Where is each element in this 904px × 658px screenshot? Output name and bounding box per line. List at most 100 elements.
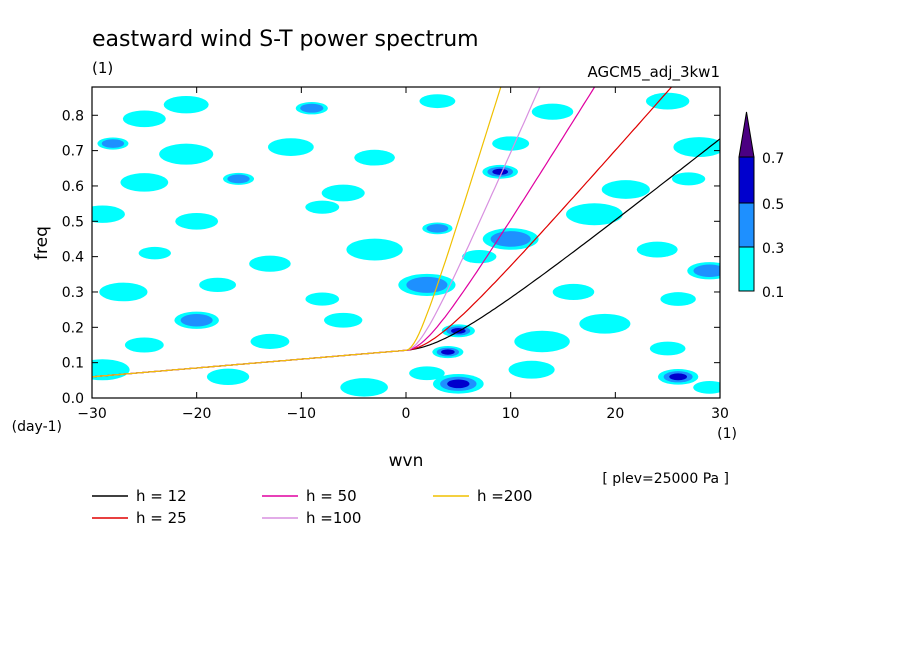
y-tick-label: 0.8 [62, 108, 84, 124]
x-tick-label: −10 [287, 406, 317, 422]
legend-label: h =100 [306, 509, 361, 527]
contour-blob [175, 212, 219, 230]
contour-blob [122, 110, 166, 128]
contour-blob [687, 262, 720, 280]
contour-level-0 [267, 138, 314, 156]
contour-blob [671, 172, 706, 186]
contour-level-0 [649, 341, 686, 356]
contour-blob [579, 313, 631, 334]
contour-level-1 [227, 174, 250, 184]
contour-level-0 [552, 283, 595, 301]
legend-item: h = 25 [92, 509, 187, 527]
y-tick-label: 0.6 [62, 179, 84, 195]
colorbar-segment [738, 246, 755, 292]
contour-blob [673, 137, 720, 158]
colorbar-label: 0.5 [762, 197, 784, 213]
contour-level-0 [346, 238, 403, 261]
contour-blob [693, 381, 720, 394]
legend-label: h = 25 [136, 509, 187, 527]
y-unit-label: (day-1) [12, 419, 62, 435]
colorbar-extension [738, 111, 755, 158]
contour-level-0 [409, 366, 445, 381]
contour-level-0 [249, 255, 291, 272]
contour-level-1 [426, 224, 449, 233]
contour-level-0 [601, 180, 650, 199]
y-axis-ticks: 0.0 0.1 0.2 0.3 0.4 0.5 0.6 0.7 0.8 [62, 108, 720, 407]
x-tick-label: 30 [711, 406, 729, 422]
contour-blob [97, 137, 129, 150]
plev-annotation: [ plev=25000 Pa ] [602, 471, 729, 487]
contour-blob [199, 277, 237, 293]
x-tick-label: −30 [77, 406, 107, 422]
contour-blob [601, 180, 650, 199]
contour-blob [492, 136, 530, 151]
contour-level-0 [305, 292, 340, 306]
contour-level-1 [300, 103, 324, 113]
contour-level-0 [673, 137, 720, 158]
contour-level-2 [441, 349, 455, 355]
contour-blob [340, 378, 388, 397]
colorbar-label: 0.3 [762, 241, 784, 257]
contour-blob [249, 255, 291, 272]
contour-blob [163, 95, 209, 114]
contour-level-2 [669, 373, 688, 381]
contour-level-1 [101, 139, 125, 148]
contour-level-0 [660, 292, 696, 306]
curve-200 [92, 87, 502, 378]
contour-level-0 [645, 92, 690, 110]
contour-level-0 [138, 246, 171, 260]
contour-blob [552, 283, 595, 301]
contour-blob [419, 94, 456, 109]
x-tick-label: 20 [606, 406, 624, 422]
colorbar-label: 0.1 [762, 285, 784, 301]
colorbar-segment [738, 156, 755, 204]
legend-item: h = 12 [92, 487, 187, 505]
contour-level-1 [180, 314, 213, 327]
subtitle-right: AGCM5_adj_3kw1 [587, 63, 720, 82]
x-unit-label: (1) [717, 426, 737, 442]
contour-level-0 [419, 94, 456, 109]
contour-blob [305, 292, 340, 306]
contour-blob [99, 282, 148, 302]
contour-blob [174, 311, 219, 329]
legend-item: h = 50 [262, 487, 357, 505]
curve-12 [92, 138, 720, 378]
contour-blob [462, 250, 497, 264]
contour-blob [324, 312, 363, 328]
y-tick-label: 0.4 [62, 250, 84, 266]
legend-label: h = 50 [306, 487, 357, 505]
legend-label: h =200 [477, 487, 532, 505]
contour-level-0 [508, 360, 555, 379]
y-tick-label: 0.3 [62, 285, 84, 301]
contour-blob [250, 333, 290, 349]
contour-level-0 [531, 103, 574, 120]
contour-blob [159, 143, 214, 165]
contour-blob [566, 203, 623, 226]
contour-level-0 [354, 149, 395, 166]
x-tick-label: −20 [182, 406, 212, 422]
contour-blob [321, 184, 365, 202]
colorbar: 0.1 0.3 0.5 0.7 [738, 111, 784, 301]
contour-level-0 [92, 205, 125, 223]
contour-level-0 [206, 368, 250, 386]
contour-level-1 [693, 264, 720, 277]
contour-blob [531, 103, 574, 120]
contour-blob [409, 366, 445, 381]
contour-level-0 [199, 277, 237, 293]
y-tick-label: 0.2 [62, 320, 84, 336]
contour-blob [660, 292, 696, 306]
contour-level-1 [490, 231, 531, 247]
contour-blob [432, 346, 464, 359]
dispersion-curves [92, 87, 720, 378]
colorbar-segment [738, 202, 755, 248]
contour-blob [398, 273, 456, 296]
legend-label: h = 12 [136, 487, 187, 505]
contour-level-0 [321, 184, 365, 202]
subtitle-left: (1) [92, 59, 113, 77]
y-tick-label: 0.1 [62, 356, 84, 372]
contour-level-0 [636, 241, 678, 258]
plot-area [92, 87, 720, 397]
contour-blob [138, 246, 171, 260]
contour-level-2 [492, 168, 509, 175]
